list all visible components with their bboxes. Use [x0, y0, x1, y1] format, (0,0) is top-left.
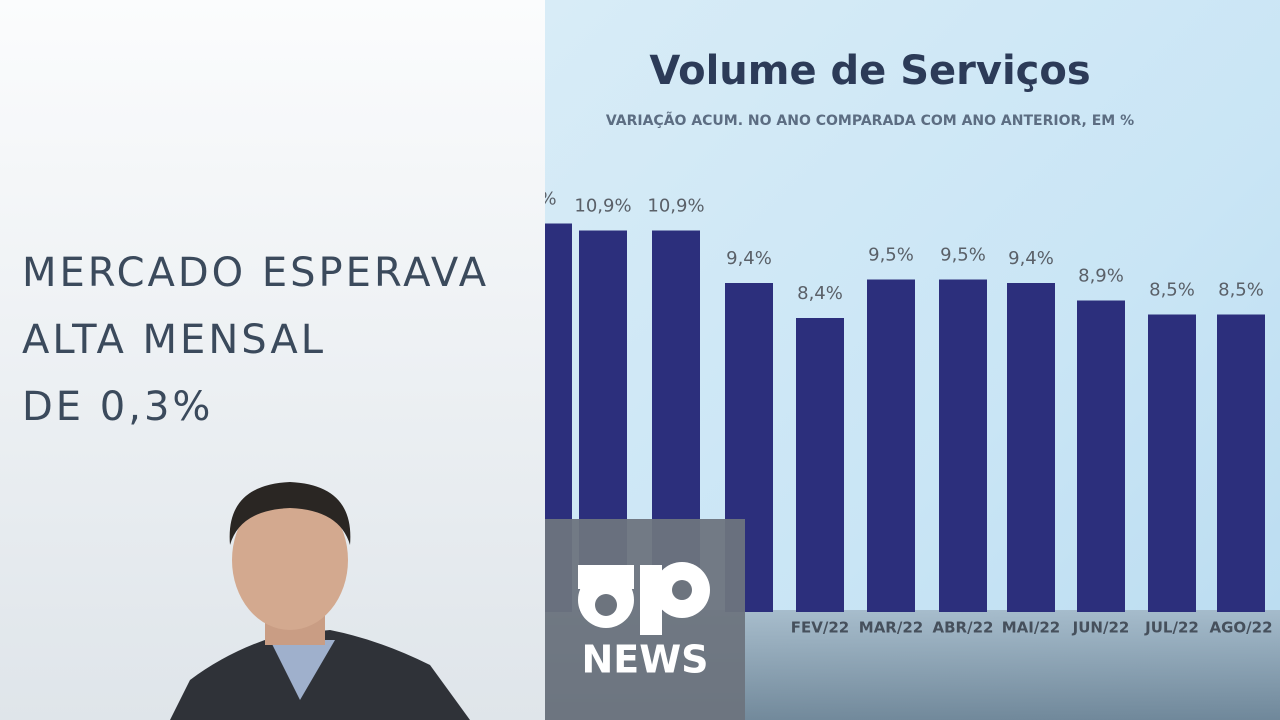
x-tick-label: AGO/22: [1209, 619, 1272, 637]
x-tick-label: ABR/22: [933, 619, 994, 637]
bar: [1007, 283, 1055, 612]
value-label: 8,5%: [1218, 280, 1264, 301]
bar: [796, 318, 844, 612]
headline-line: ALTA MENSAL: [22, 317, 326, 363]
value-label: 9,4%: [1008, 248, 1054, 269]
value-label: 10,9%: [647, 196, 704, 217]
bar: [939, 279, 987, 612]
bar: [867, 279, 915, 612]
x-tick-label: JUN/22: [1072, 619, 1130, 637]
logo: NEWS: [545, 519, 745, 720]
value-label: 9,5%: [868, 245, 914, 266]
value-label: %: [539, 189, 556, 210]
chart-subtitle: VARIAÇÃO ACUM. NO ANO COMPARADA COM ANO …: [606, 112, 1134, 129]
bar: [1148, 314, 1196, 612]
chart-title: Volume de Serviços: [649, 48, 1090, 94]
value-label: 10,9%: [574, 196, 631, 217]
value-label: 8,9%: [1078, 266, 1124, 287]
headline-line: MERCADO ESPERAVA: [22, 250, 489, 296]
logo-text: NEWS: [581, 638, 708, 682]
headline-line: DE 0,3%: [22, 384, 213, 430]
x-tick-label: JUL/22: [1144, 619, 1199, 637]
value-label: 9,4%: [726, 248, 772, 269]
value-label: 8,5%: [1149, 280, 1195, 301]
value-label: 9,5%: [940, 245, 986, 266]
x-tick-label: MAI/22: [1002, 619, 1060, 637]
presenter: [170, 482, 470, 720]
x-tick-label: FEV/22: [791, 619, 849, 637]
bar: [1077, 300, 1125, 612]
value-label: 8,4%: [797, 283, 843, 304]
bar: [1217, 314, 1265, 612]
x-tick-label: MAR/22: [859, 619, 923, 637]
